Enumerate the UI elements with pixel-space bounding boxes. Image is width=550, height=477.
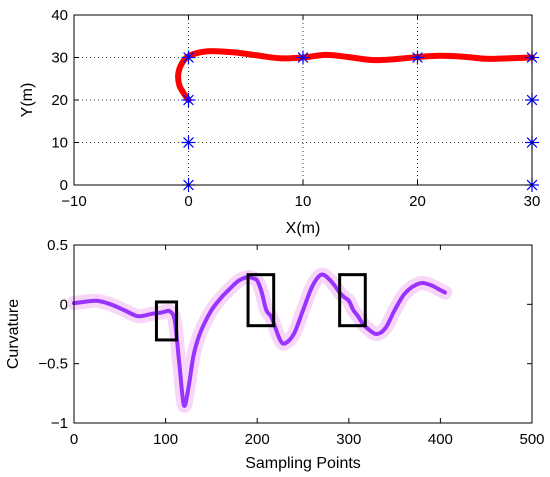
trajectory-y-tick-label: 20: [51, 92, 68, 109]
curvature-x-axis-label: Sampling Points: [245, 455, 361, 472]
curvature-x-tick-label: 300: [336, 431, 361, 448]
highlight-box: [154, 300, 179, 342]
waypoint-marker: [181, 135, 196, 150]
trajectory-path-line: [175, 48, 535, 103]
waypoint-marker: [181, 50, 196, 65]
trajectory-y-tick-label: 30: [51, 50, 68, 67]
trajectory-y-tick-label: 40: [51, 7, 68, 24]
trajectory-x-tick-label: −10: [61, 193, 86, 210]
trajectory-y-tick-label: 10: [51, 135, 68, 152]
waypoint-marker: [181, 93, 196, 107]
curvature-x-tick-label: 200: [245, 431, 270, 448]
highlight-box: [338, 273, 367, 328]
trajectory-x-tick-label: 10: [295, 193, 312, 210]
curvature-line-halo: [67, 267, 452, 413]
curvature-y-tick-label: −0.5: [38, 356, 68, 373]
trajectory-x-axis-label: X(m): [286, 220, 321, 237]
highlight-box: [246, 273, 276, 328]
curvature-y-axis-label: Curvature: [5, 299, 22, 369]
trajectory-plot-frame: [73, 14, 533, 186]
curvature-x-tick-label: 100: [153, 431, 178, 448]
waypoint-marker: [296, 50, 310, 65]
curvature-line: [72, 272, 447, 408]
waypoint-marker: [410, 50, 425, 65]
curvature-x-tick-label: 0: [70, 431, 78, 448]
curvature-y-tick-label: 0: [60, 296, 68, 313]
curvature-plot-frame: [73, 244, 533, 424]
curvature-x-tick-label: 400: [428, 431, 453, 448]
trajectory-y-axis-label: Y(m): [19, 83, 36, 118]
curvature-x-tick-label: 500: [519, 431, 544, 448]
trajectory-x-tick-label: 0: [184, 193, 192, 210]
curvature-y-tick-label: 0.5: [47, 237, 68, 254]
trajectory-x-tick-label: 30: [524, 193, 541, 210]
curvature-y-tick-label: −1: [51, 415, 68, 432]
trajectory-y-tick-label: 0: [60, 177, 68, 194]
trajectory-x-tick-label: 20: [409, 193, 426, 210]
curvature-plot: 0 100 200 300 400 500 −1 −0.5 0 0.5 Sampling Poin…: [5, 237, 545, 472]
